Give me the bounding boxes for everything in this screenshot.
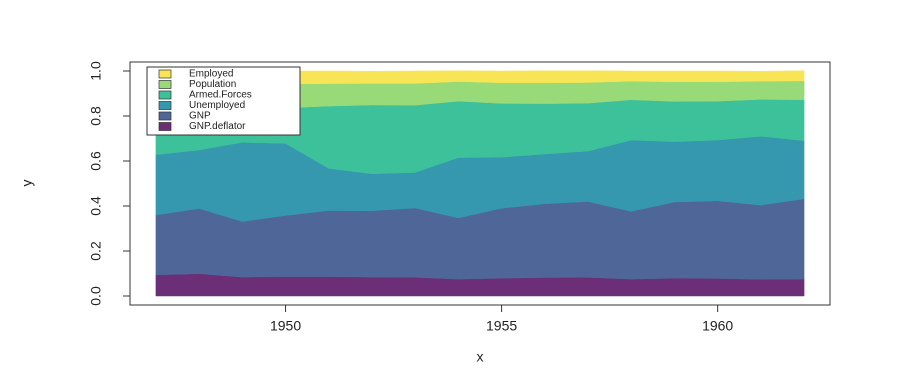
plot-frame xyxy=(129,61,831,306)
x-tick-label: 1950 xyxy=(270,318,301,334)
y-tick-label: 0.0 xyxy=(88,286,104,306)
legend-label: Population xyxy=(189,79,236,90)
y-tick-label: 0.8 xyxy=(88,106,104,126)
y-axis-label: y xyxy=(19,180,35,187)
legend-label: Unemployed xyxy=(189,100,245,111)
legend-swatch xyxy=(158,101,172,110)
y-tick-label: 1.0 xyxy=(88,61,104,81)
legend-box xyxy=(146,66,301,136)
legend-label: Armed.Forces xyxy=(189,90,252,101)
y-tick-label: 0.6 xyxy=(88,151,104,171)
x-tick-label: 1960 xyxy=(702,318,733,334)
area xyxy=(155,70,805,87)
y-tick-label: 0.2 xyxy=(88,241,104,261)
legend-label: Employed xyxy=(189,69,233,80)
legend-label: GNP.deflator xyxy=(189,121,246,132)
x-tick-label: 1955 xyxy=(486,318,517,334)
legend-swatch xyxy=(158,90,172,100)
x-axis-label: x xyxy=(477,349,484,365)
legend: EmployedPopulationArmed.ForcesUnemployed… xyxy=(146,66,301,136)
y-tick-label: 0.4 xyxy=(88,196,104,216)
legend-label: GNP xyxy=(189,111,211,122)
legend-swatch xyxy=(158,69,172,79)
legend-swatch xyxy=(158,80,172,89)
legend-swatch xyxy=(158,111,172,121)
legend-swatch xyxy=(158,122,172,131)
